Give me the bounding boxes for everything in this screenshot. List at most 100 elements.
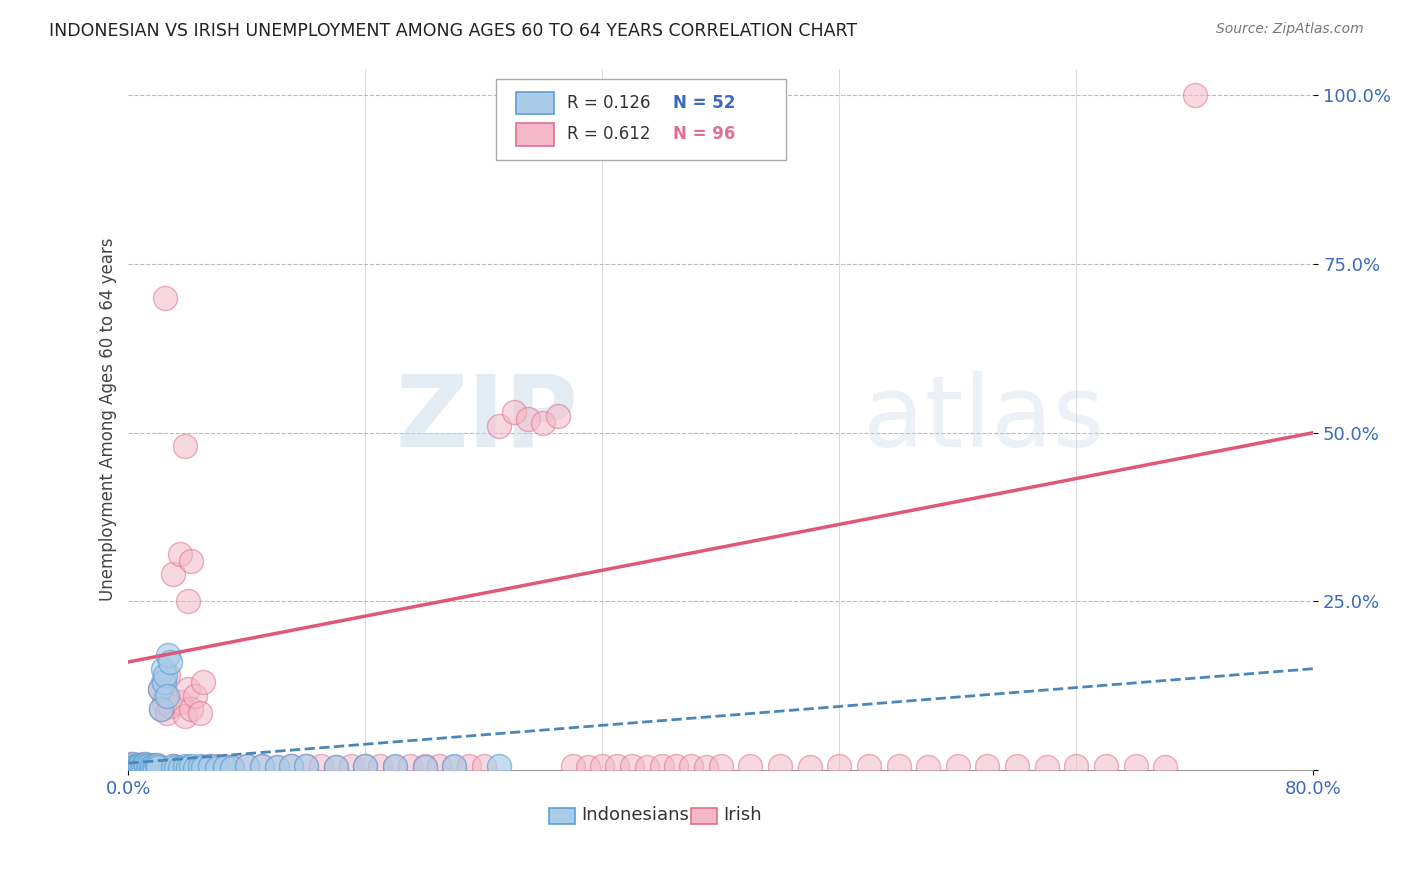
Point xyxy=(173,709,195,723)
Point xyxy=(443,759,465,773)
Point xyxy=(129,759,152,773)
Text: INDONESIAN VS IRISH UNEMPLOYMENT AMONG AGES 60 TO 64 YEARS CORRELATION CHART: INDONESIAN VS IRISH UNEMPLOYMENT AMONG A… xyxy=(49,22,858,40)
Text: ZIP: ZIP xyxy=(396,371,579,467)
Point xyxy=(309,759,332,773)
Point xyxy=(799,760,821,774)
Point xyxy=(125,761,148,775)
Point xyxy=(127,758,149,772)
Point xyxy=(1005,759,1028,773)
Point xyxy=(146,759,169,773)
Point xyxy=(1125,759,1147,773)
Point xyxy=(169,695,191,709)
Point xyxy=(148,681,170,696)
Point xyxy=(173,759,195,773)
Point xyxy=(139,759,162,773)
Point xyxy=(591,759,613,773)
Point xyxy=(122,757,145,772)
Point xyxy=(136,758,159,772)
Point xyxy=(152,662,174,676)
Point xyxy=(606,759,628,773)
Point xyxy=(769,759,792,773)
Point xyxy=(502,405,524,419)
Bar xyxy=(692,808,717,824)
Point xyxy=(135,761,157,775)
Point xyxy=(221,760,243,774)
Point xyxy=(157,648,180,663)
Point xyxy=(162,759,184,773)
Point xyxy=(547,409,569,423)
Point xyxy=(384,759,406,773)
Point xyxy=(134,757,156,772)
Point xyxy=(354,759,377,773)
Point xyxy=(128,759,150,773)
Point xyxy=(124,759,146,773)
Point xyxy=(180,759,202,773)
Bar xyxy=(550,808,575,824)
Point xyxy=(132,757,155,772)
Bar xyxy=(516,92,554,114)
Point xyxy=(152,675,174,690)
Point xyxy=(1035,760,1057,774)
Point xyxy=(413,759,436,773)
Point xyxy=(354,759,377,773)
Point xyxy=(517,412,540,426)
Point xyxy=(413,760,436,774)
Point xyxy=(384,760,406,774)
Point xyxy=(145,758,167,772)
Point xyxy=(266,760,288,774)
Point xyxy=(120,757,142,772)
Point xyxy=(146,760,169,774)
Point xyxy=(125,759,148,773)
Point xyxy=(191,675,214,690)
Point xyxy=(177,594,200,608)
Point xyxy=(159,655,181,669)
Point xyxy=(141,759,163,773)
Point xyxy=(399,759,422,773)
Point xyxy=(148,681,170,696)
Point xyxy=(214,760,236,774)
Point xyxy=(145,760,167,774)
Point xyxy=(198,759,221,773)
Point xyxy=(142,761,165,775)
Point xyxy=(458,759,481,773)
Text: R = 0.126: R = 0.126 xyxy=(567,94,651,112)
Point xyxy=(858,759,880,773)
Point xyxy=(188,706,211,720)
Point xyxy=(828,759,851,773)
Point xyxy=(132,759,155,773)
Point xyxy=(207,761,229,775)
Point xyxy=(131,760,153,774)
Point xyxy=(173,439,195,453)
Point xyxy=(120,761,142,775)
Point xyxy=(576,760,599,774)
Point xyxy=(169,547,191,561)
Point xyxy=(184,761,207,775)
Point xyxy=(443,760,465,774)
Point xyxy=(127,761,149,775)
Point xyxy=(1184,88,1206,103)
Point xyxy=(138,760,160,774)
Point xyxy=(207,759,229,773)
Point xyxy=(280,759,302,773)
Point xyxy=(191,760,214,774)
Point xyxy=(636,760,658,774)
Point xyxy=(118,759,141,773)
Point xyxy=(266,760,288,774)
Point xyxy=(188,759,211,773)
Point xyxy=(155,668,177,682)
Point xyxy=(169,761,191,775)
Point xyxy=(917,760,939,774)
Point xyxy=(184,689,207,703)
Point xyxy=(156,706,179,720)
Text: N = 52: N = 52 xyxy=(673,94,735,112)
Point xyxy=(1154,760,1177,774)
Point xyxy=(118,759,141,773)
Point xyxy=(162,759,184,773)
Point xyxy=(976,759,998,773)
Point xyxy=(488,418,510,433)
Point xyxy=(128,758,150,772)
Point xyxy=(740,759,762,773)
Text: R = 0.612: R = 0.612 xyxy=(567,126,651,144)
Point xyxy=(221,761,243,775)
Point xyxy=(710,759,733,773)
